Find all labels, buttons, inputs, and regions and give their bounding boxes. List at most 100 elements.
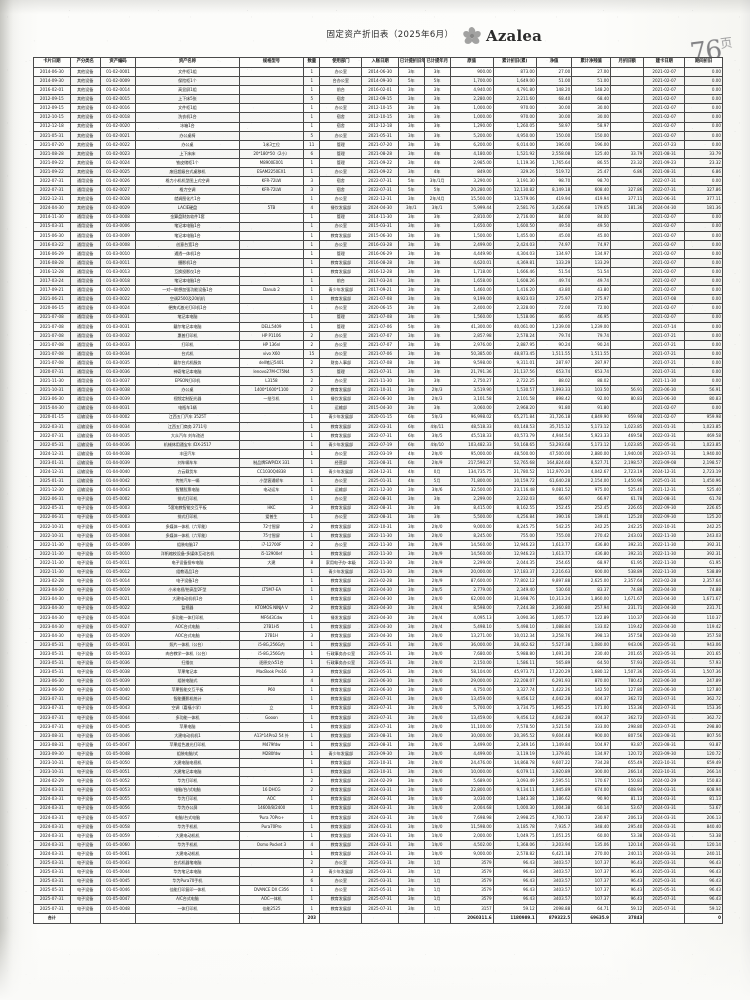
table-row[interactable]: 2021-07-08 通用设备 01-03-0035 戴尔台式机服务 dell笔记540… bbox=[33, 357, 723, 369]
table-row[interactable]: 2023-04-30 电子设备 01-05-0019 小米电视/抬高型2F型 LT5M7… bbox=[33, 585, 723, 596]
table-row[interactable]: 2015-03-31 通用设备 01-03-0006 笔记本电脑1台 1 办公室 2015-… bbox=[33, 221, 723, 232]
col-header-monthly_dep[interactable]: 月折旧额 bbox=[609, 57, 645, 68]
table-row[interactable]: 2021-12-30 运输设备 01-04-0043 智慧股票电脑 电动运车 1 运输部 20… bbox=[33, 485, 723, 496]
col-header-accum_dep[interactable]: 累计折旧(累) bbox=[492, 57, 537, 68]
table-row[interactable]: 2025-03-31 电子设备 01-05-0043 台式机器笔电脑 2 办公室 2025-… bbox=[33, 858, 723, 869]
table-row[interactable]: 2023-07-31 电子设备 01-05-0044 多功能一体机 Gooon 1 教育发展… bbox=[33, 712, 723, 723]
table-row[interactable]: 2022-03-31 运输设备 01-04-0034 江西五门商务 2711号 1 教育发… bbox=[33, 421, 723, 432]
table-row[interactable]: 2022-11-30 电子设备 01-05-0012 组教语品1台 1 青少年发展部 202… bbox=[33, 567, 723, 578]
table-row[interactable]: 2023-04-30 电子设备 01-05-0024 多功能一体打印机 MF643Cdw… bbox=[33, 612, 723, 623]
table-row[interactable]: 2023-04-30 电子设备 01-05-0021 大建电动机机1台 1 教育发展部 20… bbox=[33, 594, 723, 605]
col-header-period_dep[interactable]: 期间折旧 bbox=[684, 57, 723, 68]
table-row[interactable]: 2025-01-31 运输设备 01-04-0042 传统汽车一辆 小型客通轿车 1 办公室… bbox=[33, 476, 723, 487]
table-row[interactable]: 2024-12-31 运输设备 01-04-0038 丰田汽车 1 办公室 2022-03-… bbox=[33, 448, 723, 460]
col-header-dep_years[interactable]: 已计提折旧年限 bbox=[397, 57, 425, 68]
table-row[interactable]: 2021-09-22 其他设备 01-02-0025 废旧超级台式桌移机 ESAM225… bbox=[33, 167, 723, 178]
col-header-card_build_date[interactable]: 建卡日期 bbox=[643, 57, 686, 68]
col-header-dep_months[interactable]: 已计提年月 bbox=[423, 57, 451, 68]
table-row[interactable]: 2024-04-30 其他设备 01-02-0029 LACIE硬盘 5TB 4 餐饮发展部… bbox=[33, 203, 723, 214]
table-row[interactable]: 2022-12-31 其他设备 01-02-0028 就调图化片1台 1 办公室 2022-… bbox=[33, 194, 723, 205]
table-row[interactable]: 2024-03-31 电子设备 01-05-0056 华为办公屏 14600/8/240… bbox=[33, 803, 723, 814]
table-row[interactable]: 2022-10-31 电子设备 01-05-0004 多媒体一体机（六军能） 75寸智屏… bbox=[33, 530, 723, 541]
table-row[interactable]: 2015-06-30 通用设备 01-03-0009 笔记本电脑1台 1 教育发展部 201… bbox=[33, 230, 723, 241]
col-header-entry_date[interactable]: 入账日期 bbox=[361, 57, 399, 68]
table-row[interactable]: 2012-09-15 其他设备 01-02-0015 上下床5张 5 宿舍 2012-09-… bbox=[33, 94, 723, 105]
table-row[interactable]: 2023-06-30 通用设备 01-03-0039 视频定制配光器 一批引机 1 餐饮发展… bbox=[33, 394, 723, 405]
table-row[interactable]: 2024-12-31 运输设备 01-04-0040 方云载货车 CC1030Q4838… bbox=[33, 467, 723, 478]
table-row[interactable]: 2023-09-30 电子设备 01-05-0048 组装电脑/式 M280fdw 1 青少… bbox=[33, 749, 723, 760]
table-row[interactable]: 2021-07-20 其他设备 01-02-0022 办公桌 1米3工位 11 管理 2021… bbox=[33, 139, 723, 150]
table-row[interactable]: 2021-07-08 通用设备 01-03-0031 戴尔笔记本电脑 DELL5409 1… bbox=[33, 321, 723, 332]
table-row[interactable]: 2016-08-28 通用设备 01-03-0011 摄影机1台 1 教育发展部 2016-… bbox=[33, 257, 723, 269]
table-row[interactable]: 2016-03-22 通用设备 01-03-0008 创意台宽1台 1 办公室 2016-0… bbox=[33, 239, 723, 250]
table-row[interactable]: 2025-07-31 电子设备 01-05-0047 A/C台式电脑 AOC一体机 1 教育… bbox=[33, 894, 723, 905]
col-header-original_value[interactable]: 原值 bbox=[449, 57, 494, 68]
table-row[interactable]: 2023-07-31 电子设备 01-05-0043 空调（嘉福小学）立 1 教育发展部 2… bbox=[33, 703, 723, 714]
table-row[interactable]: 2021-11-30 通用设备 01-03-0037 EPSON打印机 L3158 2 办公… bbox=[33, 376, 723, 387]
table-row[interactable]: 2021-06-21 通用设备 01-03-0022 空调2500及20机机 1 教育发展… bbox=[33, 294, 723, 305]
table-row[interactable]: 2022-11-30 电子设备 01-05-0010 洋帆缩校设备-多媒体互动名机 i5… bbox=[33, 548, 723, 560]
table-row[interactable]: 2023-07-31 电子设备 01-05-0042 智能摄影机统计 1 教育发展部 202… bbox=[33, 694, 723, 705]
table-row[interactable]: 2012-10-15 其他设备 01-02-0018 洗衣机1台 1 宿舍 2012-10-… bbox=[33, 112, 723, 123]
table-row[interactable]: 2023-06-30 电子设备 01-05-0040 苹果智能交互平板 P60 1 教育发展… bbox=[33, 685, 723, 696]
table-row[interactable]: 2025-03-31 电子设备 01-05-0044 华为笔记本电脑 3 青少年发展部 20… bbox=[33, 867, 723, 878]
table-row[interactable]: 2023-05-31 电子设备 01-05-0033 肉合教学一体机（公台） i5-8G… bbox=[33, 648, 723, 660]
table-row[interactable]: 2021-10-31 通用设备 01-03-0038 办公桌 1400*1600*110… bbox=[33, 385, 723, 396]
table-row[interactable]: 2016-06-29 通用设备 01-03-0010 通透一体机1台 1 管理 2016-0… bbox=[33, 248, 723, 259]
table-row[interactable]: 2023-10-31 电子设备 01-05-0050 大建电脑电视机 1 教育发展部 202… bbox=[33, 758, 723, 769]
table-row[interactable]: 2023-04-30 电子设备 01-05-0022 监视器 KTOMOS NINJA … bbox=[33, 603, 723, 614]
table-row[interactable]: 2017-03-24 通用设备 01-03-0018 笔记本电脑1台 1 前台 2017-0… bbox=[33, 276, 723, 287]
col-header-model[interactable]: 规格型号 bbox=[238, 57, 305, 68]
table-row[interactable]: 2023-04-30 电子设备 01-05-0027 AOC台式电脑 27B1H5 1 教育… bbox=[33, 621, 723, 632]
col-header-asset_name[interactable]: 资产名称 bbox=[135, 57, 240, 68]
table-row[interactable]: 2025-07-31 电子设备 01-05-0048 一体打印机 佳能2525 1 教育发展… bbox=[33, 903, 723, 914]
col-header-dept[interactable]: 使用部门 bbox=[319, 57, 363, 68]
table-row[interactable]: 2023-08-31 电子设备 01-05-0047 苹果组色激光打印机 M479fdw… bbox=[33, 739, 723, 751]
table-row[interactable]: 2021-07-08 通用设备 01-03-0034 台式机 vivo X60 15 办公室… bbox=[33, 348, 723, 360]
table-row[interactable]: 2021-08-28 其他设备 01-02-0023 上下床床 20*180*50（2小… bbox=[33, 148, 723, 159]
table-row[interactable]: 2022-07-31 通用设备 01-02-0026 格力小机机型图上式空调 KFR-7… bbox=[33, 176, 723, 187]
table-row[interactable]: 2015-04-30 运输设备 01-04-0031 电瓶车1辆 1 运输部 2015-04… bbox=[33, 403, 723, 414]
table-row[interactable]: 2014-09-30 其他设备 01-02-0009 保险柜1个 1 台办公室 2014-0… bbox=[33, 76, 723, 87]
table-row[interactable]: 2021-05-31 其他设备 01-02-0021 办公桌椅 5 办公室 2021-05-… bbox=[33, 130, 723, 141]
table-row[interactable]: 2023-02-28 电子设备 01-05-0014 电子设备1台 1 教育发展部 2023… bbox=[33, 576, 723, 587]
table-row[interactable]: 2024-03-31 电子设备 01-05-0057 电脑/台式电脑 'Pura 70P… bbox=[33, 812, 723, 823]
table-row[interactable]: 2024-03-31 电子设备 01-05-0053 电脑/台/式电脑 16 DHCG 2… bbox=[33, 785, 723, 796]
col-header-asset_code[interactable]: 资产编码 bbox=[99, 57, 137, 68]
table-row[interactable]: 2022-07-31 通用设备 01-02-0027 格力空调 KFR-72LW 3 宿舍 2… bbox=[33, 185, 723, 196]
table-row[interactable]: 2022-05-31 电子设备 01-05-0003 5套电教智能交互平板 HKC 3 教育… bbox=[33, 503, 723, 514]
table-row[interactable]: 2023-05-31 电子设备 01-05-0031 照片一体机（公台） i5-8G,2… bbox=[33, 639, 723, 651]
table-row[interactable]: 2012-12-18 其他设备 01-02-0020 冰箱1台 1 宿舍 2012-12-1… bbox=[33, 121, 723, 132]
table-row[interactable]: 2021-07-08 通用设备 01-03-0033 打印机 HP 136nl 2 办公室 2… bbox=[33, 339, 723, 350]
col-header-card_date[interactable]: 卡片日期 bbox=[33, 57, 71, 68]
table-row[interactable]: 2024-03-31 电子设备 01-05-0059 大建电动机机 1 教育发展部 2024… bbox=[33, 830, 723, 841]
table-row[interactable]: 2024-03-31 电子设备 01-05-0055 华为打印机 AOC 1 教育发展部 20… bbox=[33, 794, 723, 805]
table-row[interactable]: 2024-03-31 电子设备 01-05-0058 华为手机机 Pura70Pro 1 教… bbox=[33, 821, 723, 832]
table-row[interactable]: 2022-11-30 电子设备 01-05-0011 电子设备投布电脑 大建 8 家用电子办… bbox=[33, 558, 723, 569]
table-row[interactable]: 2017-09-21 通用设备 01-03-0020 一对一联想加强功能设备1台 Dan… bbox=[33, 285, 723, 296]
table-row[interactable]: 2023-06-30 电子设备 01-05-0039 组装电脑式 4 教育发展部 2023-… bbox=[33, 676, 723, 687]
table-row[interactable]: 2022-07-31 运输设备 01-04-0035 大众汽车 刘车改进 1 教育发展部 2… bbox=[33, 430, 723, 441]
table-row[interactable]: 2024-02-29 电子设备 01-05-0052 华为打印机 2 教育发展部 2024-… bbox=[33, 776, 723, 787]
table-row[interactable]: 2012-09-15 其他设备 01-02-0016 文件柜1组 1 办公室 2012-10… bbox=[33, 103, 723, 114]
table-row[interactable]: 2021-07-08 通用设备 01-03-0031 笔记本电脑 1 管理 2021-07-… bbox=[33, 312, 723, 323]
table-row[interactable]: 2025-03-31 电子设备 01-05-0045 华为Pura70手机 6 办公室 20… bbox=[33, 876, 723, 887]
table-row[interactable]: 2023-10-31 电子设备 01-05-0051 大建笔记本电脑 1 教育发展部 202… bbox=[33, 767, 723, 778]
col-header-net_value[interactable]: 净值 bbox=[535, 57, 573, 68]
table-row[interactable]: 2023-05-31 电子设备 01-05-0038 苹果笔记本 MacBook Pro… bbox=[33, 667, 723, 678]
table-row[interactable]: 2020-06-15 通用设备 01-03-0024 便携式激光打印机1台 1 办公室 20… bbox=[33, 303, 723, 314]
table-row[interactable]: 2020-07-31 通用设备 01-03-0036 神奇笔记本电脑 lenovo27M… bbox=[33, 367, 723, 378]
table-row[interactable]: 2021-09-22 其他设备 01-02-0024 铁皮储柜1个 M8900E001 1… bbox=[33, 157, 723, 169]
table-row[interactable]: 2025-05-31 电子设备 01-05-0046 佳能打印复印一体机 DVANCE … bbox=[33, 885, 723, 896]
table-row[interactable]: 2021-07-08 通用设备 01-03-0032 惠普打印机 HP P1106 2 办公… bbox=[33, 330, 723, 341]
table-row[interactable]: 2014-11-30 通用设备 01-03-0008 金算盘财务软件1套 1 管理 2014… bbox=[33, 212, 723, 223]
col-header-accum_net[interactable]: 累计净残值 bbox=[571, 57, 611, 68]
table-row[interactable]: 2023-08-31 电子设备 01-05-0046 大建电动机机1 A13*14Pro… bbox=[33, 730, 723, 741]
table-row[interactable]: 2023-04-30 电子设备 01-05-0029 AOC台式电脑 27B1H 3 教育发… bbox=[33, 630, 723, 641]
table-row[interactable]: 2022-06-31 电子设备 01-05-0003 排式打印机 爱普生 1 办公室 2022… bbox=[33, 512, 723, 523]
table-row[interactable]: 2022-06-31 电子设备 01-05-0002 排式打印机 1 办公室 2022-08… bbox=[33, 494, 723, 505]
table-row[interactable]: 2023-01-31 运输设备 01-04-0039 刘车辆车车 制品牌SWP/DX 3… bbox=[33, 458, 723, 469]
table-row[interactable]: 2022-10-31 电子设备 01-05-0003 多媒体一体机（六军能） 72寸智屏… bbox=[33, 521, 723, 532]
table-row[interactable]: 2022-05-31 运输设备 01-04-0036 机械休用通宝车 /DX-2517… bbox=[33, 439, 723, 450]
col-header-category[interactable]: 产分类名 bbox=[69, 57, 101, 68]
